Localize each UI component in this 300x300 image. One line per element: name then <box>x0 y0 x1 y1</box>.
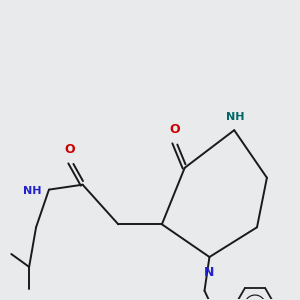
Text: NH: NH <box>226 112 245 122</box>
Text: O: O <box>169 123 180 136</box>
Text: O: O <box>65 143 76 156</box>
Text: NH: NH <box>23 186 41 196</box>
Text: N: N <box>204 266 214 279</box>
